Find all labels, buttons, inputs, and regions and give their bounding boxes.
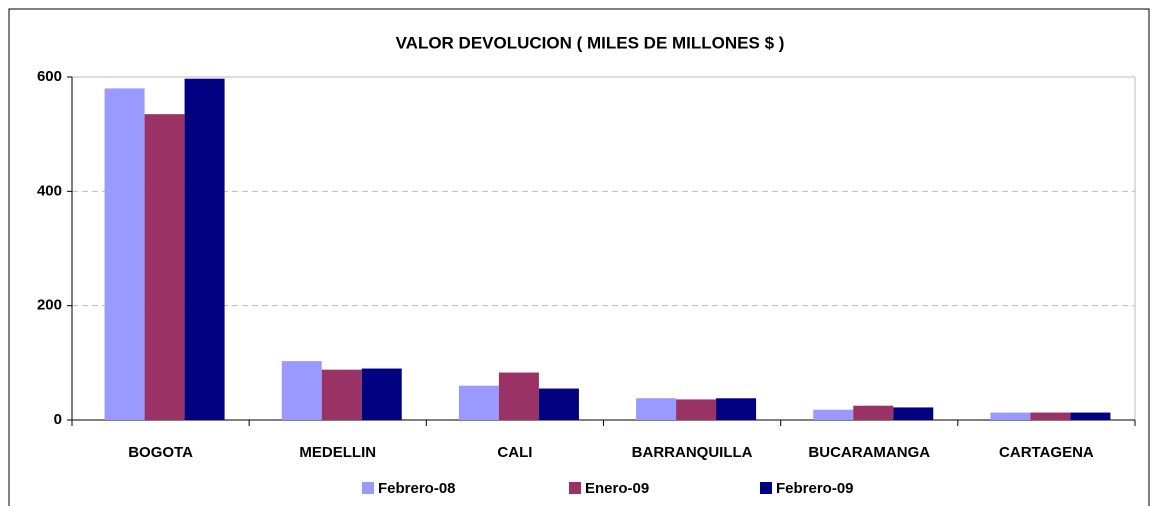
x-tick-label: CARTAGENA xyxy=(999,444,1094,461)
bar xyxy=(498,372,539,420)
y-tick-label: 600 xyxy=(37,68,62,85)
bar xyxy=(676,399,717,420)
bar xyxy=(716,398,757,420)
x-tick-label: CALI xyxy=(497,444,532,461)
x-tick-label: BOGOTA xyxy=(128,444,193,461)
legend-swatch xyxy=(760,482,772,494)
chart-frame xyxy=(8,8,1150,506)
bar xyxy=(1030,412,1071,420)
chart-title: VALOR DEVOLUCION ( MILES DE MILLONES $ ) xyxy=(396,33,785,52)
legend-label: Febrero-08 xyxy=(378,480,456,497)
legend-swatch xyxy=(569,482,581,494)
bar xyxy=(1070,412,1111,420)
y-tick-label: 0 xyxy=(54,411,62,428)
legend-swatch xyxy=(362,482,374,494)
bar xyxy=(144,114,185,421)
bar xyxy=(281,361,322,420)
x-tick-label: BUCARAMANGA xyxy=(808,444,930,461)
bar xyxy=(813,409,854,420)
bar xyxy=(458,385,499,420)
bar xyxy=(321,369,362,420)
legend-label: Febrero-09 xyxy=(776,480,854,497)
bar xyxy=(893,407,934,420)
y-tick-label: 200 xyxy=(37,297,62,314)
bar xyxy=(538,388,579,420)
y-tick-label: 400 xyxy=(37,182,62,199)
bar xyxy=(184,78,225,420)
x-tick-label: BARRANQUILLA xyxy=(632,444,753,461)
bar xyxy=(636,398,677,420)
x-tick-label: MEDELLIN xyxy=(299,444,376,461)
bar xyxy=(990,412,1031,420)
bar xyxy=(361,368,402,420)
legend-label: Enero-09 xyxy=(585,480,649,497)
bar xyxy=(104,88,145,420)
bar xyxy=(853,405,894,420)
